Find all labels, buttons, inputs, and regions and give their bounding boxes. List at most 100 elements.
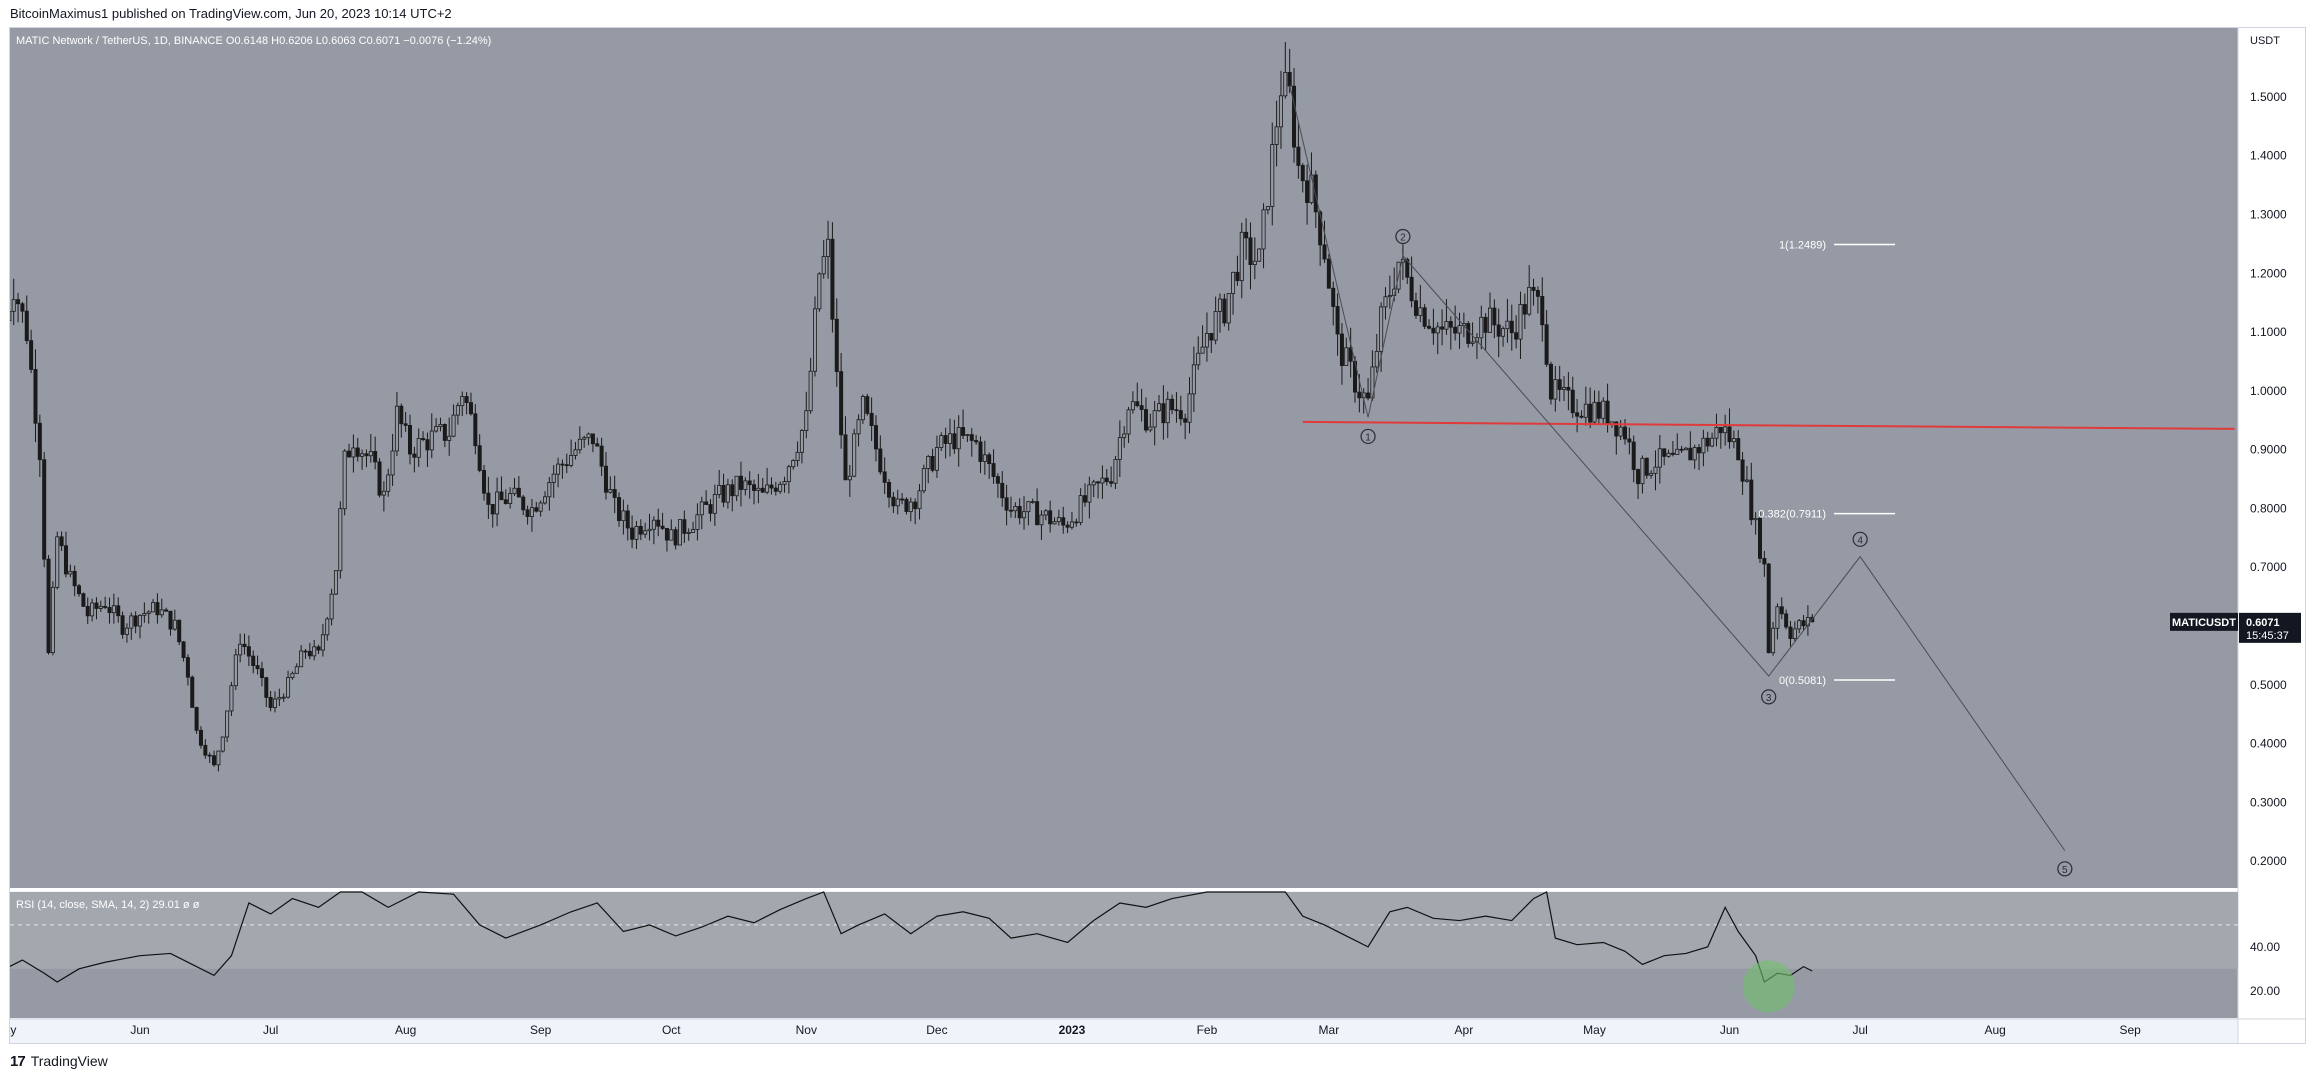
candle-down (869, 412, 874, 426)
candle-down (499, 491, 504, 501)
candle-down (198, 729, 203, 746)
candle-up (1518, 304, 1523, 340)
candle-down (399, 405, 404, 425)
candle-up (111, 605, 116, 614)
candle-down (190, 676, 195, 708)
candle-up (225, 710, 230, 738)
elliott-wave-path (1289, 85, 2066, 851)
candle-down (155, 602, 160, 616)
candle-down (599, 445, 604, 467)
candle-up (1387, 295, 1392, 298)
candle-up (1792, 628, 1797, 639)
candle-down (377, 461, 382, 496)
candle-down (194, 707, 199, 731)
candle-up (1257, 248, 1262, 262)
candle-down (185, 657, 190, 678)
last-price-value: 0.6071 (2246, 617, 2280, 629)
candle-up (1117, 437, 1122, 460)
candle-down (177, 619, 182, 643)
candle-down (564, 464, 569, 467)
candle-down (721, 485, 726, 503)
candle-up (460, 396, 465, 407)
candle-down (760, 487, 765, 493)
price-axis (2238, 28, 2305, 1043)
candle-down (1313, 174, 1318, 213)
candle-up (381, 490, 386, 496)
candle-up (1309, 174, 1314, 203)
candle-down (638, 525, 643, 535)
candle-up (10, 310, 12, 322)
candle-up (1714, 427, 1719, 439)
candle-down (1727, 426, 1732, 443)
candle-down (974, 440, 979, 443)
candle-up (856, 419, 861, 435)
candle-down (656, 519, 661, 527)
candle-down (1627, 438, 1632, 443)
candle-up (573, 449, 578, 456)
time-tick-label: Jun (1720, 1023, 1739, 1037)
candle-up (1283, 71, 1288, 97)
candle-down (133, 615, 138, 627)
time-tick-label: Jul (1852, 1023, 1867, 1037)
candle-down (704, 501, 709, 505)
candle-down (1688, 447, 1693, 461)
candle-up (782, 481, 787, 485)
price-tick-label: 1.1000 (2250, 325, 2287, 339)
candle-up (808, 370, 813, 412)
candle-down (1244, 231, 1249, 239)
chart-container[interactable]: 1.5000 1.4000 1.3000 1.2000 1.1000 1.0000 0.90… (9, 27, 2306, 1044)
candle-down (1048, 510, 1053, 525)
candle-up (495, 491, 500, 515)
time-tick-label: Apr (1455, 1023, 1474, 1037)
last-price-symbol-tag (2170, 612, 2238, 631)
candle-down (1035, 501, 1040, 526)
candle-up (98, 605, 103, 609)
candle-up (151, 602, 156, 613)
candle-up (1488, 307, 1493, 333)
candle-up (686, 531, 691, 534)
candle-up (512, 487, 517, 494)
candle-down (164, 609, 169, 612)
candle-up (1022, 511, 1027, 519)
candle-down (1318, 211, 1323, 246)
legend-o-value: 0.6148 (234, 35, 271, 47)
candle-down (1300, 165, 1305, 182)
tradingview-logo-icon: 17 (10, 1052, 26, 1070)
candle-up (1261, 209, 1266, 250)
candle-up (1100, 477, 1105, 484)
candle-down (251, 655, 256, 666)
price-tick-label: 1.3000 (2250, 207, 2287, 221)
candle-up (390, 450, 395, 476)
candle-down (1083, 495, 1088, 503)
candle-down (1109, 481, 1114, 484)
candle-up (956, 427, 961, 450)
candle-up (712, 494, 717, 514)
time-tick-label: May (10, 1023, 16, 1037)
candle-down (212, 755, 217, 766)
candle-up (1744, 479, 1749, 482)
time-tick-label: Dec (926, 1023, 947, 1037)
candle-down (682, 519, 687, 534)
candle-up (320, 634, 325, 651)
candle-up (1710, 437, 1715, 447)
candle-down (468, 402, 473, 415)
candle-down (1662, 448, 1667, 457)
candle-up (1753, 517, 1758, 521)
tradingview-footer: 17 TradingView (10, 1051, 108, 1071)
candle-down (16, 299, 21, 305)
price-tick-label: 1.5000 (2250, 90, 2287, 104)
candle-down (1779, 606, 1784, 615)
candle-down (1174, 409, 1179, 412)
candle-down (843, 434, 848, 481)
candle-down (203, 744, 208, 756)
candle-down (1292, 85, 1297, 148)
candle-down (63, 545, 68, 575)
chart-canvas[interactable]: 1.5000 1.4000 1.3000 1.2000 1.1000 1.0000 0.90… (10, 28, 2305, 1043)
candle-up (921, 468, 926, 492)
wave-5-label: 5 (2062, 865, 2068, 876)
candle-down (1178, 410, 1183, 420)
candle-up (368, 451, 373, 457)
candle-up (669, 529, 674, 541)
candle-down (961, 427, 966, 436)
candle-down (1801, 620, 1806, 627)
